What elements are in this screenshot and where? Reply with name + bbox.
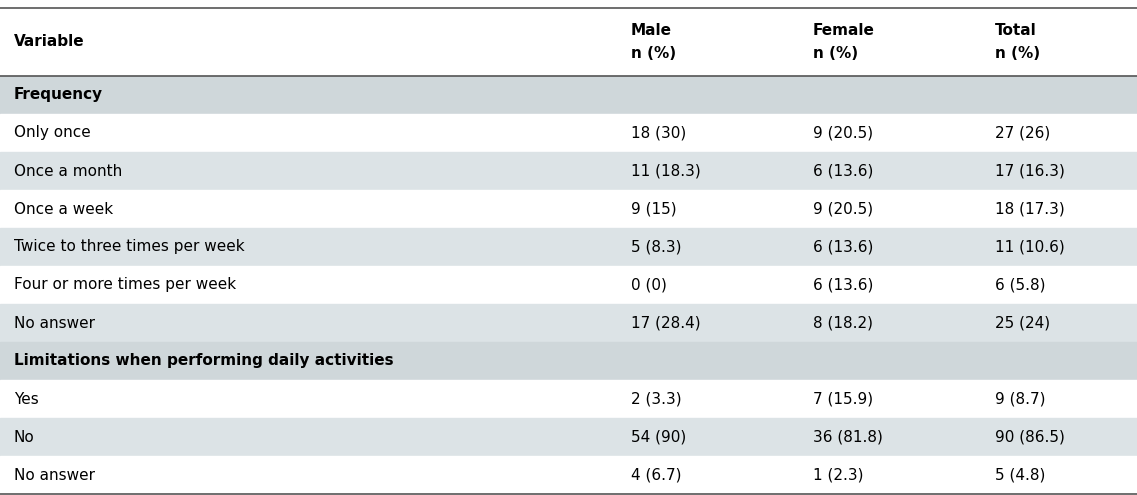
Text: 9 (8.7): 9 (8.7) — [995, 392, 1045, 406]
Text: Four or more times per week: Four or more times per week — [14, 278, 235, 293]
Text: Total: Total — [995, 23, 1037, 38]
Text: 6 (5.8): 6 (5.8) — [995, 278, 1045, 293]
Bar — [0, 114, 1137, 152]
Bar — [0, 456, 1137, 494]
Text: 8 (18.2): 8 (18.2) — [813, 315, 873, 331]
Text: 9 (15): 9 (15) — [631, 201, 677, 216]
Text: 4 (6.7): 4 (6.7) — [631, 467, 681, 483]
Text: 9 (20.5): 9 (20.5) — [813, 201, 873, 216]
Text: Variable: Variable — [14, 35, 84, 50]
Text: 25 (24): 25 (24) — [995, 315, 1049, 331]
Text: 36 (81.8): 36 (81.8) — [813, 430, 882, 445]
Text: n (%): n (%) — [995, 46, 1040, 61]
Text: Once a week: Once a week — [14, 201, 113, 216]
Text: 1 (2.3): 1 (2.3) — [813, 467, 863, 483]
Text: 54 (90): 54 (90) — [631, 430, 687, 445]
Bar — [0, 342, 1137, 380]
Text: 7 (15.9): 7 (15.9) — [813, 392, 873, 406]
Bar — [0, 8, 1137, 76]
Bar — [0, 380, 1137, 418]
Text: 2 (3.3): 2 (3.3) — [631, 392, 682, 406]
Text: Male: Male — [631, 23, 672, 38]
Text: Yes: Yes — [14, 392, 39, 406]
Text: n (%): n (%) — [631, 46, 677, 61]
Text: 5 (4.8): 5 (4.8) — [995, 467, 1045, 483]
Text: Twice to three times per week: Twice to three times per week — [14, 240, 244, 254]
Text: 11 (10.6): 11 (10.6) — [995, 240, 1064, 254]
Bar — [0, 76, 1137, 114]
Bar — [0, 304, 1137, 342]
Text: n (%): n (%) — [813, 46, 858, 61]
Text: 18 (30): 18 (30) — [631, 126, 687, 141]
Text: 18 (17.3): 18 (17.3) — [995, 201, 1064, 216]
Text: No answer: No answer — [14, 315, 94, 331]
Text: Once a month: Once a month — [14, 163, 122, 179]
Text: 17 (16.3): 17 (16.3) — [995, 163, 1064, 179]
Text: Only once: Only once — [14, 126, 91, 141]
Text: 27 (26): 27 (26) — [995, 126, 1051, 141]
Bar — [0, 418, 1137, 456]
Text: 0 (0): 0 (0) — [631, 278, 667, 293]
Text: Female: Female — [813, 23, 874, 38]
Text: Frequency: Frequency — [14, 88, 102, 102]
Text: 5 (8.3): 5 (8.3) — [631, 240, 681, 254]
Text: 90 (86.5): 90 (86.5) — [995, 430, 1064, 445]
Text: 6 (13.6): 6 (13.6) — [813, 240, 873, 254]
Text: 6 (13.6): 6 (13.6) — [813, 278, 873, 293]
Text: 6 (13.6): 6 (13.6) — [813, 163, 873, 179]
Text: 17 (28.4): 17 (28.4) — [631, 315, 700, 331]
Bar — [0, 228, 1137, 266]
Text: 9 (20.5): 9 (20.5) — [813, 126, 873, 141]
Text: 11 (18.3): 11 (18.3) — [631, 163, 700, 179]
Bar — [0, 190, 1137, 228]
Text: No: No — [14, 430, 34, 445]
Bar — [0, 152, 1137, 190]
Text: No answer: No answer — [14, 467, 94, 483]
Bar — [0, 266, 1137, 304]
Text: Limitations when performing daily activities: Limitations when performing daily activi… — [14, 353, 393, 368]
